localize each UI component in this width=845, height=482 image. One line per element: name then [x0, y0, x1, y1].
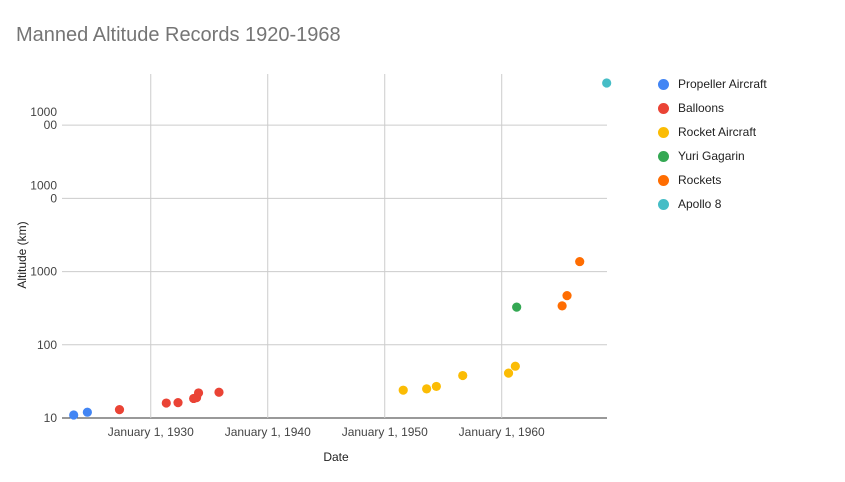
- data-point: [193, 388, 204, 398]
- chart-title: Manned Altitude Records 1920-1968: [16, 24, 341, 46]
- legend-item: Propeller Aircraft: [658, 72, 767, 96]
- legend-item: Rockets: [658, 168, 767, 192]
- y-axis-title: Altitude (km): [15, 221, 29, 288]
- data-point: [422, 384, 432, 394]
- x-axis-title: Date: [323, 450, 349, 464]
- data-point: [214, 387, 224, 397]
- data-point: [114, 405, 125, 415]
- legend-item: Rocket Aircraft: [658, 120, 767, 144]
- y-tick-label: 1000: [30, 265, 57, 279]
- legend: Propeller Aircraft Balloons Rocket Aircraf…: [658, 72, 767, 216]
- data-point: [512, 302, 522, 312]
- x-tick-label: January 1, 1940: [225, 425, 311, 439]
- data-point: [503, 368, 514, 378]
- data-point: [575, 256, 585, 267]
- x-tick-label: January 1, 1930: [108, 425, 194, 439]
- data-point: [161, 398, 171, 408]
- data-point: [557, 301, 567, 311]
- legend-label: Rocket Aircraft: [678, 125, 757, 139]
- legend-item: Apollo 8: [658, 192, 767, 216]
- data-point: [398, 385, 408, 395]
- data-point: [82, 407, 92, 417]
- data-point: [173, 398, 183, 408]
- data-point: [562, 290, 572, 301]
- legend-marker: [658, 126, 669, 138]
- data-point: [431, 381, 441, 392]
- data-point: [602, 78, 612, 88]
- axis-ticks: 10 100 1000 1000 0 1000 00 January 1, 1930 Janua…: [30, 105, 545, 439]
- legend-marker: [658, 150, 669, 162]
- y-tick-label: 10: [44, 411, 58, 425]
- data-point: [510, 361, 520, 371]
- legend-label: Propeller Aircraft: [678, 77, 767, 91]
- legend-item: Balloons: [658, 96, 767, 120]
- y-tick-label: 1000 0: [30, 178, 57, 205]
- legend-marker: [658, 102, 669, 114]
- legend-label: Apollo 8: [678, 197, 722, 211]
- legend-item: Yuri Gagarin: [658, 144, 767, 168]
- legend-label: Balloons: [678, 101, 725, 115]
- y-tick-label: 100: [37, 338, 57, 352]
- legend-label: Yuri Gagarin: [678, 149, 745, 163]
- x-tick-label: January 1, 1960: [459, 425, 545, 439]
- x-tick-label: January 1, 1950: [342, 425, 428, 439]
- legend-marker: [658, 78, 669, 90]
- legend-marker: [658, 174, 669, 186]
- legend-marker: [658, 198, 669, 210]
- grid: [62, 74, 607, 419]
- data-point: [458, 370, 468, 381]
- data-point: [69, 410, 79, 420]
- legend-label: Rockets: [678, 173, 722, 187]
- y-tick-label: 1000 00: [30, 105, 57, 132]
- data-points: [69, 78, 612, 420]
